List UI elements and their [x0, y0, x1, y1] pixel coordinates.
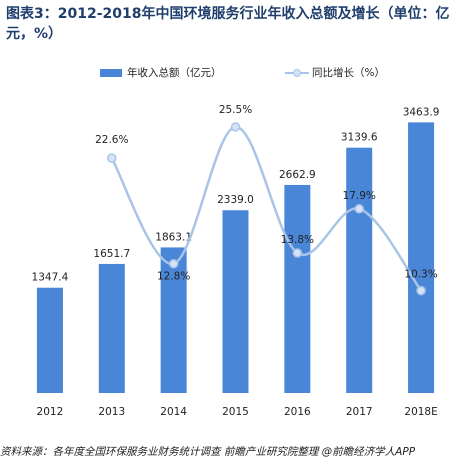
- growth-line: [110, 125, 423, 292]
- line-value-label: 22.6%: [95, 134, 128, 146]
- bar: [222, 210, 249, 393]
- growth-point: [107, 153, 117, 163]
- bar-value-label: 1863.1: [155, 231, 192, 243]
- x-tick-label: 2016: [284, 406, 311, 418]
- x-tick-label: 2013: [98, 406, 125, 418]
- legend-label: 同比增长（%）: [312, 66, 385, 79]
- bar-value-label: 1651.7: [93, 248, 130, 260]
- x-tick-label: 2014: [160, 406, 187, 418]
- line-value-label: 12.8%: [157, 271, 190, 283]
- bar-value-label: 3139.6: [341, 132, 378, 144]
- growth-point: [168, 258, 179, 269]
- bar-value-label: 2339.0: [217, 194, 254, 206]
- legend-marker: [293, 69, 301, 77]
- growth-point: [354, 204, 364, 214]
- line-value-label: 17.9%: [343, 190, 376, 202]
- x-tick-label: 2017: [346, 406, 373, 418]
- legend-swatch: [100, 69, 122, 77]
- line-value-label: 13.8%: [281, 234, 314, 246]
- bar: [346, 147, 373, 393]
- bar: [36, 287, 63, 393]
- growth-point: [292, 248, 303, 258]
- x-tick-label: 2018E: [404, 406, 437, 418]
- bar-value-label: 2662.9: [279, 169, 316, 181]
- chart-title: 图表3：2012-2018年中国环境服务行业年收入总额及增长（单位：亿元，%）: [6, 6, 450, 42]
- legend-label: 年收入总额（亿元）: [127, 66, 222, 79]
- bar: [408, 122, 435, 393]
- bar: [160, 247, 187, 393]
- bar-value-label: 3463.9: [403, 106, 440, 118]
- line-value-label: 25.5%: [219, 104, 252, 116]
- x-tick-label: 2012: [37, 406, 64, 418]
- bar-value-label: 1347.4: [32, 272, 69, 284]
- source-note: 资料来源：各年度全国环保服务业财务统计调查 前瞻产业研究院整理 @前瞻经济学人A…: [0, 446, 416, 458]
- growth-point: [230, 122, 241, 132]
- growth-point: [416, 285, 426, 296]
- x-tick-label: 2015: [222, 406, 249, 418]
- line-value-label: 10.3%: [404, 269, 437, 281]
- bar: [284, 184, 311, 393]
- bar: [98, 263, 125, 393]
